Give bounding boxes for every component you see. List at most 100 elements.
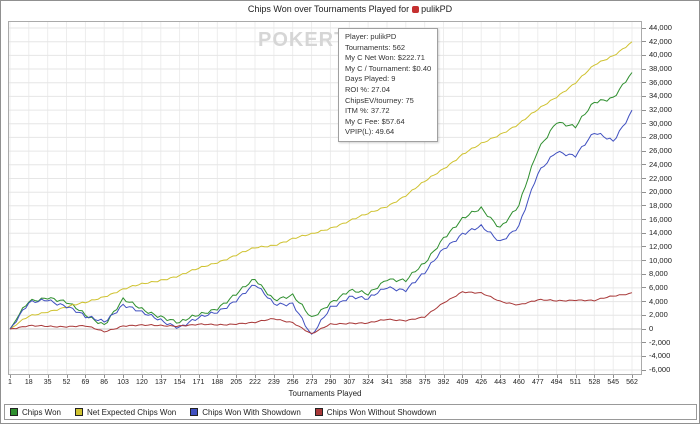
x-axis-tick <box>311 375 313 378</box>
y-axis-label: 6,000 <box>649 282 668 292</box>
legend-item[interactable]: Chips Won <box>10 408 61 417</box>
legend-label: Chips Won <box>22 407 61 417</box>
x-axis-label: 1 <box>8 379 12 386</box>
x-axis-tick <box>123 375 125 378</box>
stats-tooltip: Player: pulikPD Tournaments: 562 My C Net … <box>338 28 439 142</box>
x-axis-tick <box>481 375 483 378</box>
x-axis-label: 511 <box>569 379 582 386</box>
y-axis-tick <box>642 164 646 166</box>
x-axis-tick <box>632 375 633 378</box>
legend-swatch <box>190 408 199 416</box>
x-axis-label: 120 <box>136 379 148 386</box>
x-axis-label: 392 <box>437 379 450 386</box>
y-axis-label: 32,000 <box>649 105 672 115</box>
x-axis-label: 545 <box>607 379 620 386</box>
stat-line: ChipsEV/tourney: 75 <box>345 95 414 105</box>
y-axis-label: 4,000 <box>649 296 668 306</box>
x-axis-tick <box>349 375 351 378</box>
x-axis-label: 239 <box>268 379 280 386</box>
x-axis-label: 154 <box>173 379 186 386</box>
player-name: pulikPD <box>421 4 453 14</box>
x-axis-title: Tournaments Played <box>288 389 362 398</box>
plot-area[interactable]: POKERTRACKER Player: pulikPDTournaments:… <box>8 21 642 375</box>
y-axis-tick <box>642 205 646 207</box>
y-axis-label: 16,000 <box>649 214 672 224</box>
x-axis-tick <box>141 375 143 378</box>
x-axis-tick <box>387 375 388 378</box>
x-axis-tick <box>537 375 539 378</box>
y-axis-tick <box>642 95 646 97</box>
legend-item[interactable]: Chips Won Without Showdown <box>314 408 436 417</box>
y-axis-label: 18,000 <box>649 200 672 210</box>
x-axis-tick <box>66 375 68 378</box>
y-axis-tick <box>642 355 646 357</box>
legend-swatch <box>74 408 83 416</box>
y-axis-label: -2,000 <box>649 337 671 347</box>
y-axis-label: 22,000 <box>649 173 672 183</box>
stat-line: My C Net Won: $222.71 <box>345 53 425 63</box>
y-axis-label: 42,000 <box>649 36 672 46</box>
x-axis-tick <box>613 375 615 378</box>
y-axis-label: 8,000 <box>649 269 668 279</box>
legend-item[interactable]: Chips Won With Showdown <box>190 408 301 417</box>
x-axis-label: 528 <box>588 379 601 386</box>
x-axis-label: 86 <box>100 379 109 386</box>
y-axis-tick <box>642 136 646 138</box>
chart-title: Chips Won over Tournaments Played for pul… <box>1 4 699 14</box>
y-axis-tick <box>642 109 646 111</box>
stat-line: Player: pulikPD <box>345 32 397 41</box>
x-axis-label: 341 <box>381 379 393 386</box>
y-axis-tick <box>642 54 646 56</box>
y-axis-label: 20,000 <box>649 187 672 197</box>
y-axis-tick <box>642 219 646 220</box>
y-axis-label: -6,000 <box>649 365 671 374</box>
x-axis-labels: 1 18 35 52 69 86 103 120 137 154 171 188 205 222 239 25… <box>1 375 699 389</box>
stat-line: ITM %: 37.72 <box>345 106 390 116</box>
y-axis-label: 30,000 <box>649 118 672 128</box>
x-axis-label: 171 <box>192 379 205 386</box>
y-axis-tick <box>642 232 646 234</box>
x-axis-label: 69 <box>81 379 90 386</box>
x-axis-tick <box>575 375 577 378</box>
x-axis-label: 358 <box>399 379 412 386</box>
x-axis-tick <box>217 375 219 378</box>
chart-canvas <box>8 21 642 375</box>
x-axis-tick <box>424 375 426 378</box>
legend-swatch <box>314 408 323 416</box>
x-axis-tick <box>10 375 11 378</box>
x-axis-label: 443 <box>494 379 506 386</box>
x-axis-label: 460 <box>513 379 525 386</box>
y-axis-label: 44,000 <box>649 23 672 32</box>
y-axis-tick <box>642 178 646 179</box>
x-axis-tick <box>255 375 256 378</box>
y-axis-tick <box>642 328 646 330</box>
stat-line: Days Played: 9 <box>345 74 396 84</box>
y-axis-label: 14,000 <box>649 228 672 238</box>
y-axis-tick <box>642 273 646 275</box>
x-axis-tick <box>273 375 275 378</box>
x-axis-label: 494 <box>550 379 563 386</box>
y-axis-label: 2,000 <box>649 310 668 320</box>
legend-swatch <box>10 408 18 416</box>
y-axis-tick <box>642 41 646 43</box>
x-axis-label: 307 <box>343 379 356 386</box>
y-axis-label: -4,000 <box>649 351 671 361</box>
y-axis-tick <box>642 123 646 125</box>
x-axis-tick <box>104 375 106 378</box>
x-axis-tick <box>462 375 464 378</box>
legend-item[interactable]: Net Expected Chips Won <box>74 408 176 417</box>
x-axis-tick <box>160 375 162 378</box>
y-axis-label: 10,000 <box>649 255 672 265</box>
x-axis-tick <box>518 375 520 378</box>
y-axis-tick <box>642 246 646 248</box>
x-axis-tick <box>368 375 370 378</box>
y-axis-tick <box>642 150 646 152</box>
chart-title-text: Chips Won over Tournaments Played for <box>247 4 410 14</box>
x-axis-label: 35 <box>43 379 52 386</box>
x-axis-label: 477 <box>531 379 544 386</box>
x-axis-tick <box>198 375 200 378</box>
y-axis-label: 40,000 <box>649 50 672 60</box>
x-axis-tick <box>292 375 294 378</box>
y-axis-label: 28,000 <box>649 132 672 142</box>
